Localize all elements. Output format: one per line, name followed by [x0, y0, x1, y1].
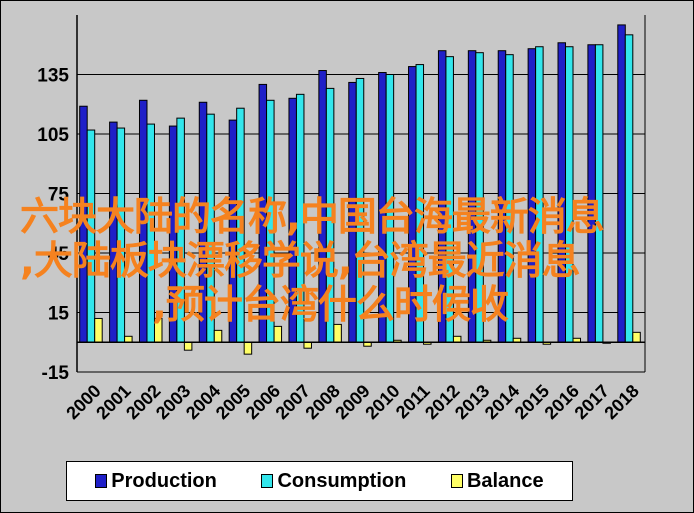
bar-consumption-2007	[295, 93, 305, 343]
bar-consumption-2001	[116, 127, 126, 343]
bar-balance-2003	[183, 341, 193, 351]
y-tick-labels: -15 15 45 75 105 135	[37, 66, 69, 385]
y-tick-label: 15	[48, 304, 70, 325]
bar-production-2011	[408, 66, 417, 343]
bar-consumption-2014	[505, 54, 514, 343]
legend-swatch-balance	[450, 474, 463, 488]
bar-production-2014	[497, 50, 507, 343]
bar-production-2016	[557, 42, 567, 343]
bar-balance-2018	[632, 331, 641, 343]
y-tick-label: 45	[48, 244, 70, 265]
bar-consumption-2004	[206, 113, 215, 343]
bar-production-2017	[587, 44, 596, 343]
bar-consumption-2010	[385, 74, 395, 343]
bar-production-2018	[617, 24, 626, 343]
bar-consumption-2006	[266, 99, 275, 343]
legend-swatch-production	[95, 474, 108, 488]
bar-balance-2006	[273, 325, 283, 343]
legend-label-balance: Balance	[466, 469, 544, 492]
bar-balance-2012	[452, 335, 462, 343]
bar-consumption-2013	[475, 52, 484, 343]
bar-consumption-2008	[325, 87, 335, 343]
bar-production-2008	[318, 70, 327, 343]
bar-balance-2001	[124, 335, 133, 343]
bar-production-2009	[348, 81, 357, 343]
bar-production-2000	[79, 105, 88, 343]
bar-consumption-2003	[176, 117, 185, 343]
bar-consumption-2016	[565, 46, 574, 343]
bar-consumption-2009	[355, 77, 365, 343]
x-tick-label: 2018	[600, 381, 642, 423]
bar-consumption-2000	[86, 129, 96, 343]
bar-consumption-2015	[535, 46, 544, 343]
bar-consumption-2011	[415, 64, 425, 343]
x-tick-labels: 2000200120022003200420052006200720082009…	[62, 381, 643, 423]
legend-label-consumption: Consumption	[277, 469, 407, 492]
y-tick-label: 75	[48, 185, 70, 206]
legend-swatch-consumption	[261, 474, 274, 488]
bar-consumption-2017	[594, 44, 604, 343]
bar-balance-2004	[213, 329, 223, 343]
bar-production-2010	[378, 72, 387, 343]
y-tick-label: 105	[37, 125, 69, 146]
legend-item-consumption: Consumption	[261, 470, 406, 493]
bar-consumption-2002	[146, 123, 155, 343]
bar-production-2015	[527, 48, 537, 343]
bar-balance-2007	[303, 341, 312, 349]
bar-balance-2005	[243, 341, 253, 355]
bar-production-2003	[168, 125, 178, 343]
y-tick-label: 135	[37, 66, 69, 87]
bar-production-2005	[228, 119, 238, 343]
axes	[76, 15, 646, 372]
bar-consumption-2018	[624, 34, 634, 343]
bar-balance-2002	[153, 317, 163, 343]
bar-production-2006	[258, 83, 268, 343]
legend-label-production: Production	[111, 469, 217, 492]
bar-balance-2000	[94, 317, 103, 343]
bar-consumption-2005	[236, 107, 245, 343]
bar-production-2001	[109, 121, 118, 343]
bar-production-2013	[467, 50, 477, 343]
legend: Production Consumption Balance	[66, 461, 573, 501]
bar-balance-2008	[333, 323, 342, 343]
bar-production-2004	[198, 101, 208, 343]
bar-production-2012	[437, 50, 447, 343]
legend-item-balance: Balance	[450, 469, 544, 493]
bar-production-2007	[288, 97, 297, 343]
bar-production-2002	[138, 99, 148, 343]
bars	[79, 24, 641, 355]
legend-item-production: Production	[95, 470, 217, 493]
y-tick-label: -15	[42, 363, 70, 384]
bar-consumption-2012	[445, 56, 454, 343]
